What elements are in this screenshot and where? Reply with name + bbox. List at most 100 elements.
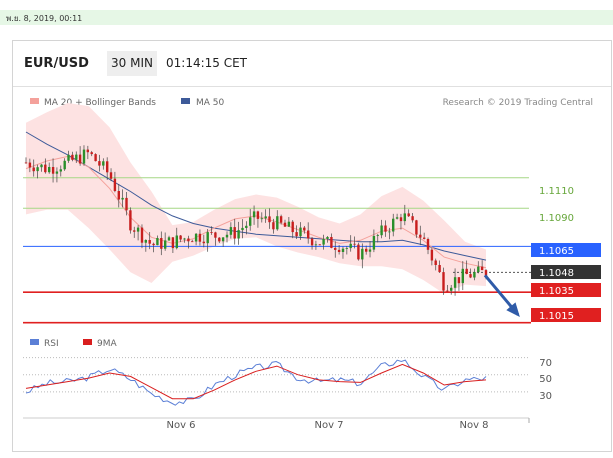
candle-body bbox=[264, 216, 267, 219]
candle-body bbox=[245, 225, 248, 228]
candle-body bbox=[249, 217, 252, 226]
candle-body bbox=[144, 240, 147, 243]
rsi-legend-swatch bbox=[30, 339, 39, 345]
candle-body bbox=[152, 243, 155, 246]
candle-body bbox=[361, 248, 364, 260]
level-labels: 1.1110 1.1090 1.1065 1.1048 1.1035 1.101… bbox=[531, 186, 601, 322]
candle-body bbox=[303, 227, 306, 231]
candle-body bbox=[337, 249, 341, 252]
candle-body bbox=[357, 244, 360, 260]
candle-body bbox=[291, 221, 294, 233]
rsi-tick-30: 30 bbox=[539, 391, 552, 402]
candle-body bbox=[237, 230, 240, 239]
chart-svg: MA 20 + Bollinger Bands MA 50 Research ©… bbox=[23, 98, 601, 431]
chart-panel: EUR/USD 30 MIN 01:14:15 CET MA 20 + Boll… bbox=[12, 40, 612, 452]
header-divider bbox=[13, 86, 611, 87]
candle-body bbox=[90, 152, 93, 155]
candle-body bbox=[121, 197, 124, 200]
candle-body bbox=[353, 243, 356, 245]
pivot-level-box bbox=[531, 243, 601, 257]
candle-body bbox=[279, 216, 283, 223]
candle-body bbox=[229, 227, 233, 235]
candle-body bbox=[133, 230, 136, 232]
candle-body bbox=[407, 213, 410, 217]
candle-body bbox=[395, 217, 399, 219]
candle-body bbox=[465, 268, 468, 274]
pivot-label: 1.1065 bbox=[539, 246, 574, 257]
candle-body bbox=[426, 239, 430, 250]
candle-body bbox=[411, 216, 414, 221]
candle-body bbox=[160, 238, 163, 249]
candle-body bbox=[268, 216, 271, 223]
candle-body bbox=[36, 167, 39, 172]
candle-body bbox=[299, 227, 302, 237]
forecast-arrow-head bbox=[506, 302, 520, 317]
candle-body bbox=[434, 260, 437, 265]
candle-body bbox=[307, 230, 310, 239]
candle-body bbox=[446, 290, 449, 292]
candle-body bbox=[63, 160, 66, 170]
candle-body bbox=[241, 227, 244, 231]
candle-body bbox=[438, 265, 441, 273]
candle-body bbox=[102, 161, 105, 166]
candle-body bbox=[167, 237, 171, 241]
candle-body bbox=[44, 164, 47, 173]
candle-body bbox=[276, 216, 279, 230]
candle-body bbox=[415, 220, 418, 235]
top-info-bar: พ.ย. 8, 2019, 00:11 bbox=[0, 10, 613, 25]
candle-body bbox=[140, 227, 144, 243]
support-2-box bbox=[531, 308, 601, 322]
ma50-line bbox=[25, 131, 487, 261]
candle-body bbox=[341, 248, 345, 252]
candle-body bbox=[129, 210, 132, 231]
candle-body bbox=[349, 243, 352, 249]
resistance-1-label: 1.1090 bbox=[539, 213, 574, 224]
timeframe-badge[interactable]: 30 MIN bbox=[107, 51, 157, 76]
candle-body bbox=[206, 232, 209, 244]
candle-body bbox=[419, 234, 422, 238]
candle-body bbox=[233, 227, 236, 239]
candle-body bbox=[109, 172, 113, 179]
candle-body bbox=[71, 154, 74, 160]
ma50-legend-label: MA 50 bbox=[196, 98, 225, 108]
candle-body bbox=[117, 191, 120, 200]
rsi-ma-legend-swatch bbox=[83, 339, 92, 345]
candle-body bbox=[86, 149, 89, 153]
x-tick-nov7: Nov 7 bbox=[314, 420, 343, 431]
candle-body bbox=[125, 197, 128, 211]
candle-body bbox=[469, 274, 472, 278]
candle-body bbox=[171, 237, 175, 249]
candle-body bbox=[164, 240, 167, 249]
candle-body bbox=[450, 287, 453, 291]
current-price-label: 1.1048 bbox=[539, 268, 574, 279]
ma20-legend-label: MA 20 + Bollinger Bands bbox=[44, 98, 156, 108]
candle-body bbox=[477, 266, 480, 272]
candle-body bbox=[480, 266, 484, 271]
candle-body bbox=[442, 272, 445, 291]
candle-body bbox=[55, 171, 59, 174]
candle-body bbox=[225, 234, 229, 238]
candle-body bbox=[345, 248, 348, 249]
candle-body bbox=[388, 231, 391, 233]
candle-body bbox=[287, 221, 291, 227]
candle-body bbox=[51, 167, 55, 174]
candle-body bbox=[183, 238, 186, 240]
candle-body bbox=[256, 211, 260, 219]
candle-body bbox=[330, 237, 333, 248]
currency-pair: EUR/USD bbox=[24, 56, 89, 71]
candle-body bbox=[384, 225, 387, 232]
candle-body bbox=[67, 154, 70, 161]
candle-body bbox=[252, 211, 256, 218]
candle-body bbox=[175, 235, 178, 249]
candle-body bbox=[187, 238, 190, 242]
candle-body bbox=[191, 241, 194, 243]
candle-body bbox=[202, 241, 205, 244]
clock: 01:14:15 CET bbox=[166, 56, 247, 70]
x-tick-nov8: Nov 8 bbox=[459, 420, 488, 431]
candle-body bbox=[457, 277, 461, 284]
candle-body bbox=[24, 162, 28, 164]
candle-body bbox=[368, 249, 372, 252]
ma20-legend-swatch bbox=[30, 98, 39, 104]
candle-body bbox=[136, 227, 140, 232]
candle-body bbox=[326, 237, 329, 239]
